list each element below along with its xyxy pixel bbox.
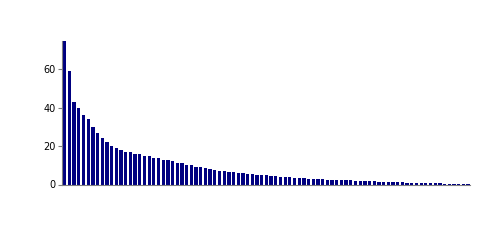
Bar	[77, 108, 81, 184]
Bar	[129, 152, 132, 184]
Bar	[269, 176, 273, 184]
Bar	[82, 115, 85, 184]
Bar	[401, 182, 404, 184]
Bar	[213, 170, 216, 184]
Bar	[72, 102, 76, 184]
Bar	[199, 167, 203, 184]
Bar	[345, 180, 348, 184]
Bar	[237, 173, 240, 184]
Bar	[260, 175, 264, 184]
Bar	[143, 156, 146, 184]
Bar	[415, 183, 418, 184]
Bar	[396, 182, 399, 184]
Bar	[293, 178, 296, 184]
Bar	[274, 176, 277, 184]
Bar	[288, 177, 291, 184]
Bar	[359, 181, 362, 184]
Bar	[147, 156, 151, 184]
Bar	[410, 183, 413, 184]
Bar	[194, 167, 198, 184]
Bar	[204, 168, 207, 184]
Bar	[363, 181, 367, 184]
Bar	[368, 181, 371, 184]
Bar	[110, 146, 113, 184]
Bar	[265, 175, 268, 184]
Bar	[185, 165, 188, 184]
Bar	[208, 169, 212, 184]
Bar	[171, 162, 174, 184]
Bar	[120, 150, 123, 184]
Bar	[105, 142, 108, 184]
Bar	[438, 183, 442, 184]
Bar	[349, 180, 352, 184]
Bar	[166, 160, 169, 184]
Bar	[284, 177, 287, 184]
Bar	[124, 152, 127, 184]
Bar	[115, 148, 118, 184]
Bar	[255, 175, 259, 184]
Bar	[101, 138, 104, 184]
Bar	[162, 160, 165, 184]
Bar	[91, 127, 95, 184]
Bar	[138, 154, 142, 184]
Bar	[218, 171, 221, 184]
Bar	[424, 183, 428, 184]
Bar	[246, 174, 249, 184]
Bar	[152, 158, 156, 184]
Bar	[180, 163, 184, 184]
Bar	[190, 165, 193, 184]
Bar	[298, 178, 301, 184]
Bar	[387, 182, 390, 184]
Bar	[406, 182, 409, 184]
Bar	[326, 180, 329, 184]
Bar	[227, 172, 230, 184]
Bar	[429, 183, 432, 184]
Bar	[433, 183, 437, 184]
Bar	[279, 177, 282, 184]
Bar	[307, 179, 310, 184]
Bar	[335, 180, 338, 184]
Bar	[223, 171, 226, 184]
Bar	[354, 181, 357, 184]
Bar	[176, 163, 179, 184]
Bar	[316, 179, 320, 184]
Bar	[312, 179, 315, 184]
Bar	[330, 180, 334, 184]
Bar	[321, 179, 324, 184]
Bar	[86, 119, 90, 184]
Bar	[133, 154, 137, 184]
Bar	[63, 40, 66, 184]
Bar	[302, 178, 306, 184]
Bar	[420, 183, 423, 184]
Bar	[372, 181, 376, 184]
Bar	[96, 133, 99, 184]
Bar	[251, 174, 254, 184]
Bar	[68, 71, 71, 184]
Bar	[340, 180, 343, 184]
Bar	[382, 182, 385, 184]
Bar	[232, 172, 235, 184]
Bar	[377, 182, 381, 184]
Bar	[241, 173, 245, 184]
Bar	[391, 182, 395, 184]
Bar	[157, 158, 160, 184]
